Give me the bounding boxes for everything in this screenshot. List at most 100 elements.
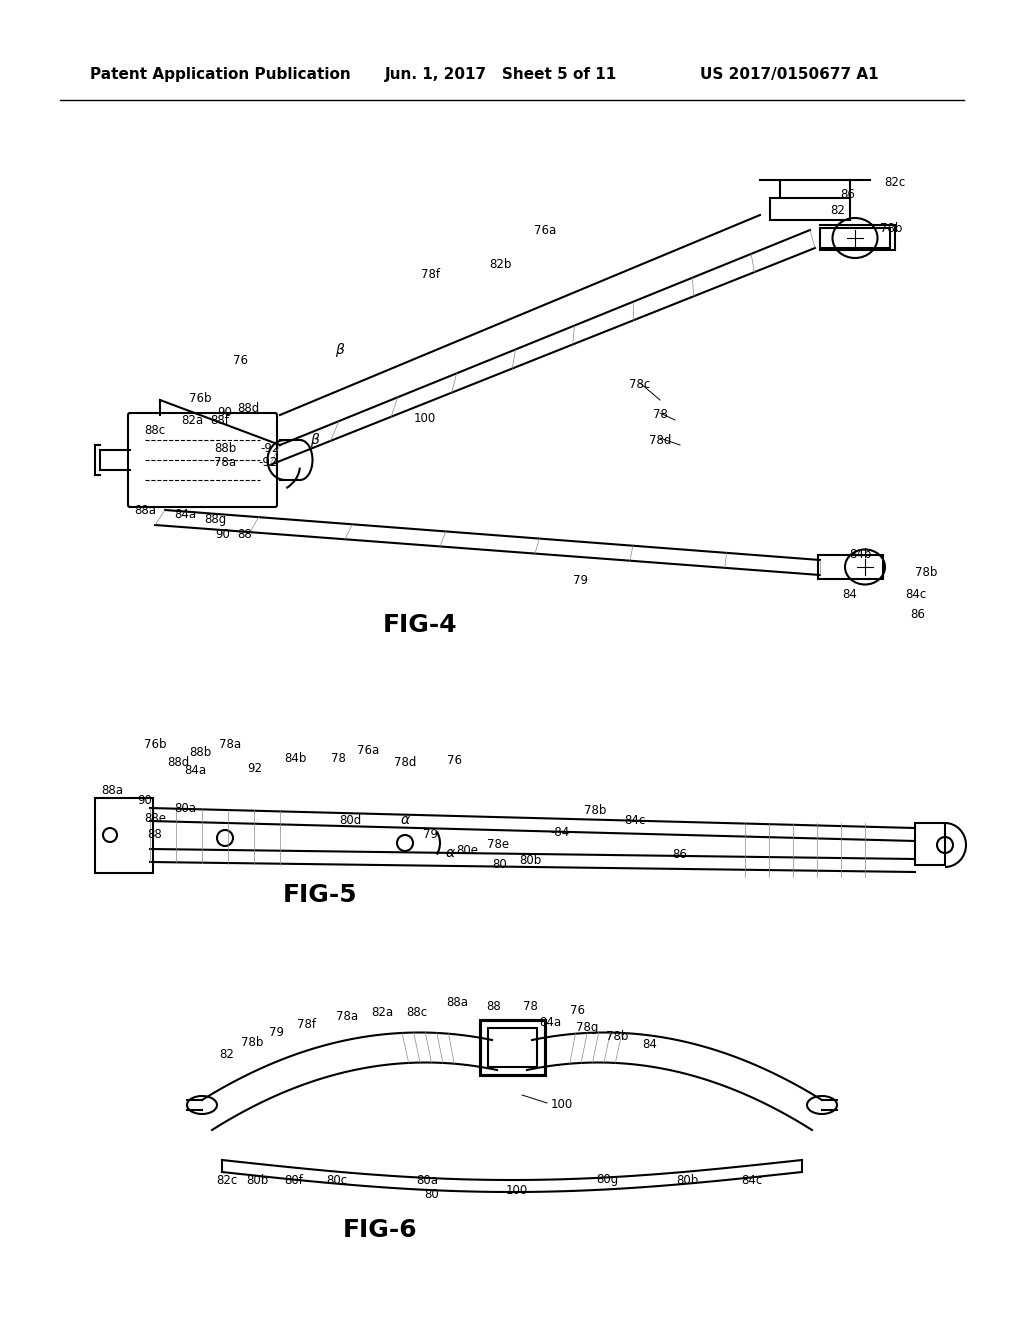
- Text: 80e: 80e: [456, 843, 478, 857]
- Text: 88f: 88f: [211, 413, 229, 426]
- Text: US 2017/0150677 A1: US 2017/0150677 A1: [700, 67, 879, 82]
- Text: 82: 82: [219, 1048, 234, 1061]
- Text: 88e: 88e: [144, 812, 166, 825]
- Text: 82c: 82c: [884, 177, 905, 190]
- Bar: [818, 554, 883, 579]
- Text: 80b: 80b: [519, 854, 541, 866]
- Text: FIG-6: FIG-6: [343, 1218, 418, 1242]
- Text: 84a: 84a: [174, 508, 196, 521]
- Text: 92: 92: [248, 762, 262, 775]
- Text: 80c: 80c: [327, 1173, 347, 1187]
- Text: 76a: 76a: [357, 743, 379, 756]
- Text: FIG-4: FIG-4: [383, 612, 458, 638]
- Bar: [95, 799, 153, 873]
- Text: 84b: 84b: [849, 549, 871, 561]
- Text: -92: -92: [258, 457, 278, 470]
- Text: 88b: 88b: [214, 441, 237, 454]
- Text: 88a: 88a: [446, 997, 468, 1010]
- Text: $\beta$: $\beta$: [310, 432, 321, 449]
- Text: 76b: 76b: [188, 392, 211, 404]
- Bar: [915, 822, 945, 865]
- Text: 80g: 80g: [596, 1173, 618, 1187]
- Text: 76: 76: [232, 354, 248, 367]
- Text: 82a: 82a: [181, 413, 203, 426]
- Text: 84: 84: [643, 1039, 657, 1052]
- Bar: [480, 1020, 545, 1074]
- Text: 88d: 88d: [167, 755, 189, 768]
- Text: $\alpha$: $\alpha$: [444, 846, 456, 861]
- Text: 88b: 88b: [188, 746, 211, 759]
- Text: 78b: 78b: [880, 222, 902, 235]
- Text: 78: 78: [522, 1001, 538, 1014]
- Text: 76: 76: [447, 754, 463, 767]
- Text: 88: 88: [147, 829, 163, 842]
- Text: 88: 88: [486, 1001, 502, 1014]
- Text: 90: 90: [217, 405, 232, 418]
- Text: 78a: 78a: [214, 457, 237, 470]
- Text: 100: 100: [506, 1184, 528, 1196]
- Text: 78b: 78b: [606, 1031, 628, 1044]
- Text: 80a: 80a: [174, 801, 196, 814]
- Text: 79: 79: [572, 573, 588, 586]
- Text: 90: 90: [216, 528, 230, 541]
- Text: 82c: 82c: [216, 1173, 238, 1187]
- Text: 88a: 88a: [134, 503, 156, 516]
- Text: 80: 80: [493, 858, 507, 871]
- Text: 78: 78: [652, 408, 668, 421]
- Text: 76a: 76a: [534, 223, 556, 236]
- Text: 88a: 88a: [101, 784, 123, 796]
- Text: 78d: 78d: [649, 433, 671, 446]
- Text: 78g: 78g: [575, 1020, 598, 1034]
- Text: 79: 79: [423, 829, 437, 842]
- Text: 86: 86: [840, 189, 855, 202]
- Text: 88: 88: [238, 528, 252, 541]
- Bar: [488, 1028, 537, 1067]
- Text: 84a: 84a: [539, 1016, 561, 1030]
- Text: 79: 79: [269, 1027, 285, 1040]
- Text: 84c: 84c: [741, 1173, 763, 1187]
- Text: 86: 86: [910, 609, 925, 622]
- Text: 78a: 78a: [336, 1011, 358, 1023]
- Text: 82b: 82b: [488, 259, 511, 272]
- Text: 84a: 84a: [184, 763, 206, 776]
- Text: 78a: 78a: [219, 738, 241, 751]
- Text: 78b: 78b: [915, 565, 937, 578]
- Text: 84: 84: [843, 589, 857, 602]
- Text: $\beta$: $\beta$: [335, 341, 345, 359]
- Text: 78c: 78c: [630, 379, 650, 392]
- Text: 80b: 80b: [676, 1173, 698, 1187]
- Text: Jun. 1, 2017   Sheet 5 of 11: Jun. 1, 2017 Sheet 5 of 11: [385, 67, 617, 82]
- Text: 78f: 78f: [421, 268, 439, 281]
- Bar: [770, 198, 850, 220]
- Text: 82a: 82a: [371, 1006, 393, 1019]
- Text: 84b: 84b: [284, 751, 306, 764]
- Text: 78e: 78e: [487, 838, 509, 851]
- Text: 80d: 80d: [339, 813, 361, 826]
- Text: 82: 82: [830, 203, 846, 216]
- Text: Patent Application Publication: Patent Application Publication: [90, 67, 351, 82]
- Text: FIG-5: FIG-5: [283, 883, 357, 907]
- Text: 78: 78: [331, 751, 345, 764]
- Text: 86: 86: [673, 849, 687, 862]
- Text: 88c: 88c: [144, 424, 166, 437]
- Text: 76b: 76b: [143, 738, 166, 751]
- Text: 100: 100: [414, 412, 436, 425]
- Text: 88c: 88c: [407, 1006, 428, 1019]
- Text: 84c: 84c: [625, 813, 645, 826]
- Text: 80a: 80a: [416, 1173, 438, 1187]
- Text: -92: -92: [260, 441, 280, 454]
- Text: 78d: 78d: [394, 755, 416, 768]
- Text: $\alpha$: $\alpha$: [399, 813, 411, 828]
- Text: 80f: 80f: [285, 1173, 303, 1187]
- Text: 78b: 78b: [584, 804, 606, 817]
- Text: 78b: 78b: [241, 1036, 263, 1049]
- Text: 84c: 84c: [905, 589, 927, 602]
- Text: 90: 90: [137, 793, 153, 807]
- Text: 78f: 78f: [298, 1019, 316, 1031]
- Text: 80b: 80b: [246, 1173, 268, 1187]
- Text: 88d: 88d: [237, 401, 259, 414]
- Text: 100: 100: [551, 1098, 573, 1111]
- Text: 76: 76: [570, 1003, 585, 1016]
- Bar: [820, 228, 890, 248]
- Text: 80: 80: [425, 1188, 439, 1201]
